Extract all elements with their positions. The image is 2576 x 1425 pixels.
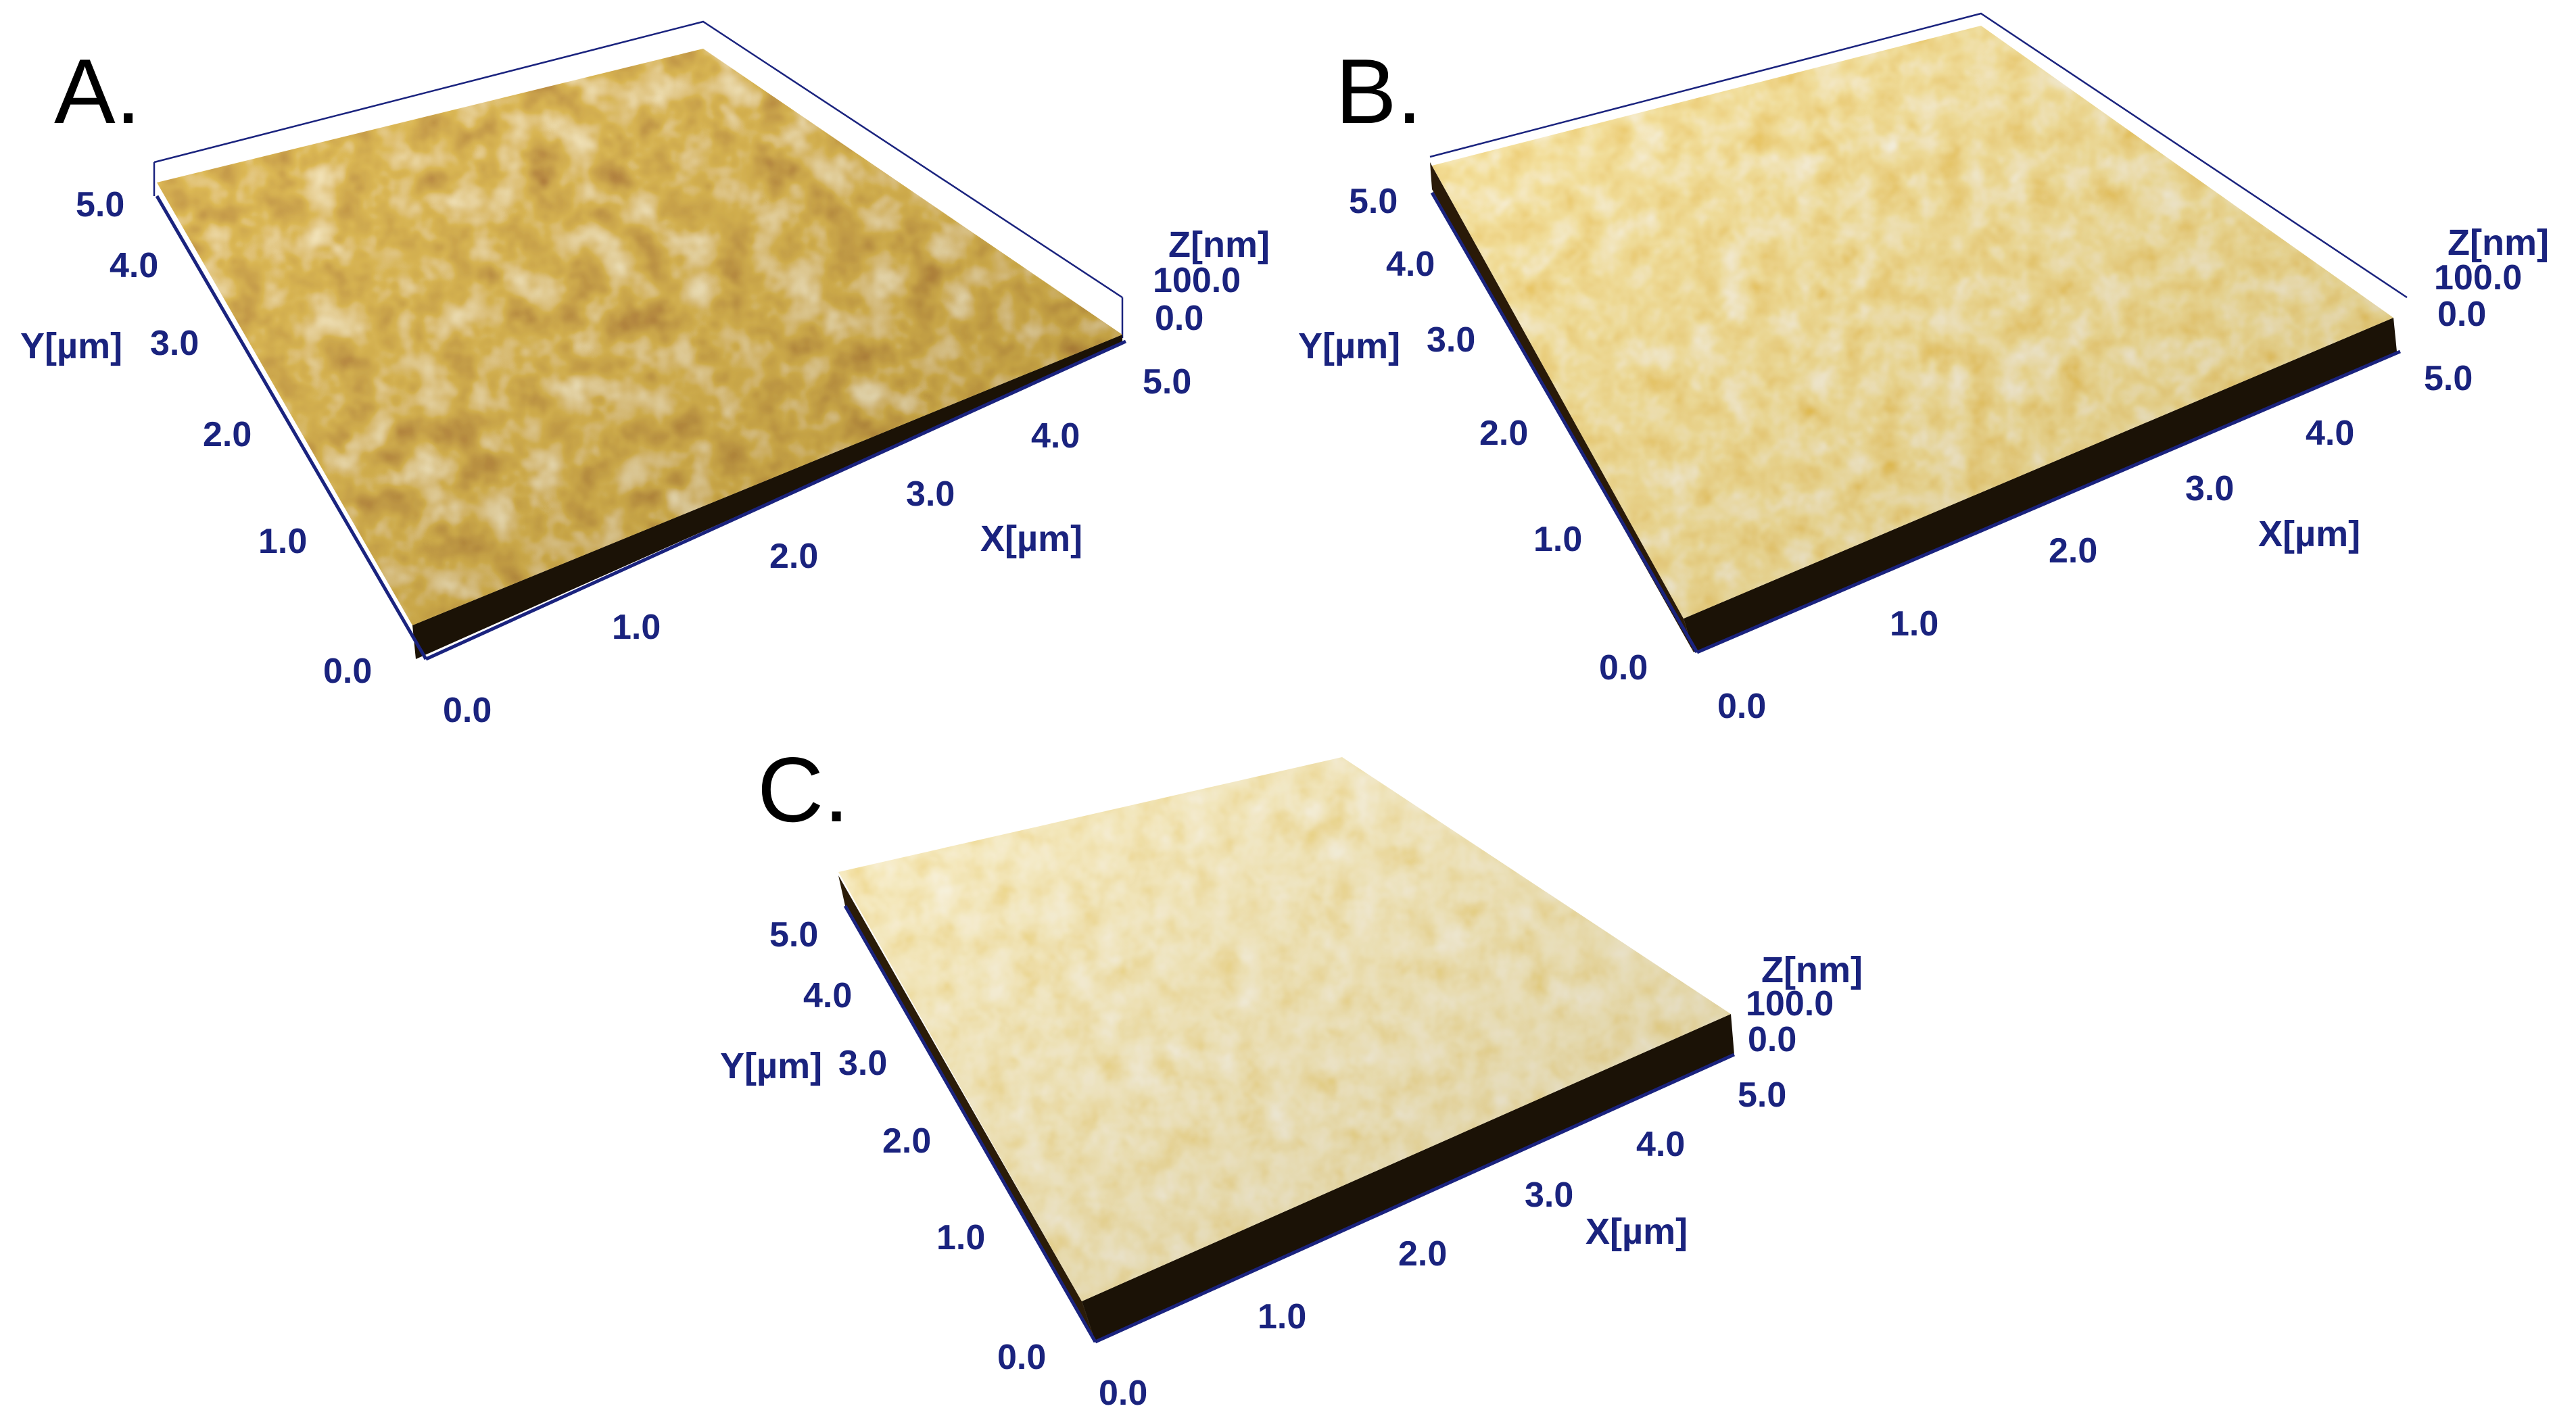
panel-a-surface-shading <box>157 49 1122 625</box>
panel-b-x-tick-3: 3.0 <box>2185 469 2234 508</box>
panel-label-b: B. <box>1335 40 1423 143</box>
panel-b-z-tick-0: 0.0 <box>2437 295 2486 334</box>
panel-c-surface-side <box>1082 1014 1734 1342</box>
panel-b-x-ticks: 0.0 1.0 2.0 3.0 4.0 5.0 <box>1717 359 2473 726</box>
panel-b-z-tick-1: 100.0 <box>2434 258 2522 297</box>
panel-a-y-tick-3: 3.0 <box>150 324 199 363</box>
panel-b-x-axis <box>1696 349 2401 654</box>
panel-a-x-tick-4: 4.0 <box>1031 416 1080 456</box>
panel-b-y-tick-4: 4.0 <box>1386 245 1435 284</box>
panel-c-x-axis <box>1094 1053 1736 1344</box>
panel-b-y-tick-0: 0.0 <box>1599 648 1648 687</box>
panel-c-x-tick-2: 2.0 <box>1398 1234 1447 1274</box>
panel-b-y-tick-1: 1.0 <box>1533 520 1582 559</box>
panel-a-x-axis-title: X[µm] <box>980 518 1082 559</box>
panel-c-y-tick-0: 0.0 <box>997 1338 1046 1377</box>
panel-b-x-tick-4: 4.0 <box>2306 414 2354 453</box>
panel-a-y-tick-0: 0.0 <box>323 652 372 691</box>
panel-a-x-tick-2: 2.0 <box>769 537 818 576</box>
panel-c-x-tick-3: 3.0 <box>1525 1176 1573 1215</box>
panel-c-y-tick-5: 5.0 <box>769 915 818 955</box>
panel-c-x-tick-4: 4.0 <box>1636 1125 1685 1164</box>
panel-b-x-tick-2: 2.0 <box>2049 531 2097 571</box>
panel-a-x-ticks: 0.0 1.0 2.0 3.0 4.0 5.0 <box>443 362 1191 730</box>
panel-b-y-axis <box>1430 191 1699 654</box>
panel-c-x-tick-5: 5.0 <box>1738 1076 1786 1115</box>
panel-a-y-axis <box>155 195 428 660</box>
panel-c-x-ticks: 0.0 1.0 2.0 3.0 4.0 5.0 <box>1099 1076 1786 1413</box>
panel-c-x-tick-1: 1.0 <box>1258 1297 1306 1336</box>
panel-b-z-axis-title: Z[nm] <box>2448 222 2549 263</box>
panel-b-y-tick-5: 5.0 <box>1349 182 1398 221</box>
panel-c-z-axis-title: Z[nm] <box>1761 950 1863 990</box>
panel-b-x-axis-title: X[µm] <box>2258 514 2360 554</box>
panel-a-y-tick-1: 1.0 <box>258 522 307 561</box>
panel-a-y-tick-2: 2.0 <box>203 415 252 454</box>
panel-b-x-tick-1: 1.0 <box>1890 604 1938 644</box>
panel-c-surface-side-left <box>838 875 1095 1342</box>
panel-b-surface-side <box>1684 318 2397 652</box>
panel-b-surface-shading <box>1432 26 2393 619</box>
panel-a-y-tick-4: 4.0 <box>110 246 158 285</box>
panel-a-y-tick-5: 5.0 <box>76 185 124 224</box>
panel-b-y-axis-title: Y[µm] <box>1298 326 1400 366</box>
panel-c-y-tick-4: 4.0 <box>803 976 852 1015</box>
panel-c-y-tick-3: 3.0 <box>838 1044 887 1083</box>
panel-label-a: A. <box>54 40 141 143</box>
panel-a-y-axis-title: Y[µm] <box>20 326 122 366</box>
panel-c-y-tick-1: 1.0 <box>936 1218 985 1257</box>
panel-c-y-axis <box>843 904 1097 1343</box>
panel-b-box-back <box>1429 12 2408 299</box>
panel-a-x-tick-1: 1.0 <box>612 608 661 647</box>
panel-b-y-tick-3: 3.0 <box>1427 320 1475 360</box>
panel-a-x-tick-5: 5.0 <box>1143 362 1191 402</box>
panel-a-z-tick-0: 0.0 <box>1155 299 1203 338</box>
panel-a-y-ticks: 0.0 1.0 2.0 3.0 4.0 5.0 <box>76 185 372 691</box>
panel-a: A. 0.0 1.0 2.0 3.0 4.0 5.0 Y[µm] 0.0 1.0… <box>20 20 1270 730</box>
panel-c-z-tick-1: 100.0 <box>1746 984 1834 1023</box>
panel-c-x-axis-title: X[µm] <box>1585 1211 1688 1252</box>
panel-c-z-tick-0: 0.0 <box>1748 1020 1796 1059</box>
panel-b-x-tick-5: 5.0 <box>2424 359 2473 398</box>
panel-a-box-back <box>153 20 1123 299</box>
panel-label-c: C. <box>757 738 849 841</box>
panel-b-y-ticks: 0.0 1.0 2.0 3.0 4.0 5.0 <box>1349 182 1648 687</box>
panel-c: C. 0.0 1.0 2.0 3.0 4.0 5.0 Y[µm] 0.0 1.0… <box>720 738 1863 1413</box>
panel-a-z-axis-title: Z[nm] <box>1168 224 1270 265</box>
panel-c-x-tick-0: 0.0 <box>1099 1374 1147 1413</box>
panel-a-z-tick-1: 100.0 <box>1153 261 1241 300</box>
panel-a-x-axis <box>425 339 1127 661</box>
panel-a-surface-side <box>412 335 1122 659</box>
panel-b: B. 0.0 1.0 2.0 3.0 4.0 5.0 Y[µm] 0.0 1.0… <box>1298 12 2549 726</box>
panel-c-y-axis-title: Y[µm] <box>720 1046 822 1086</box>
panel-a-x-tick-0: 0.0 <box>443 691 492 730</box>
panel-b-x-tick-0: 0.0 <box>1717 687 1766 726</box>
panel-c-y-ticks: 0.0 1.0 2.0 3.0 4.0 5.0 <box>769 915 1046 1377</box>
panel-a-x-tick-3: 3.0 <box>906 475 955 514</box>
panel-b-y-tick-2: 2.0 <box>1479 414 1528 453</box>
panel-c-surface-shading <box>838 757 1731 1301</box>
panel-c-y-tick-2: 2.0 <box>882 1121 931 1161</box>
